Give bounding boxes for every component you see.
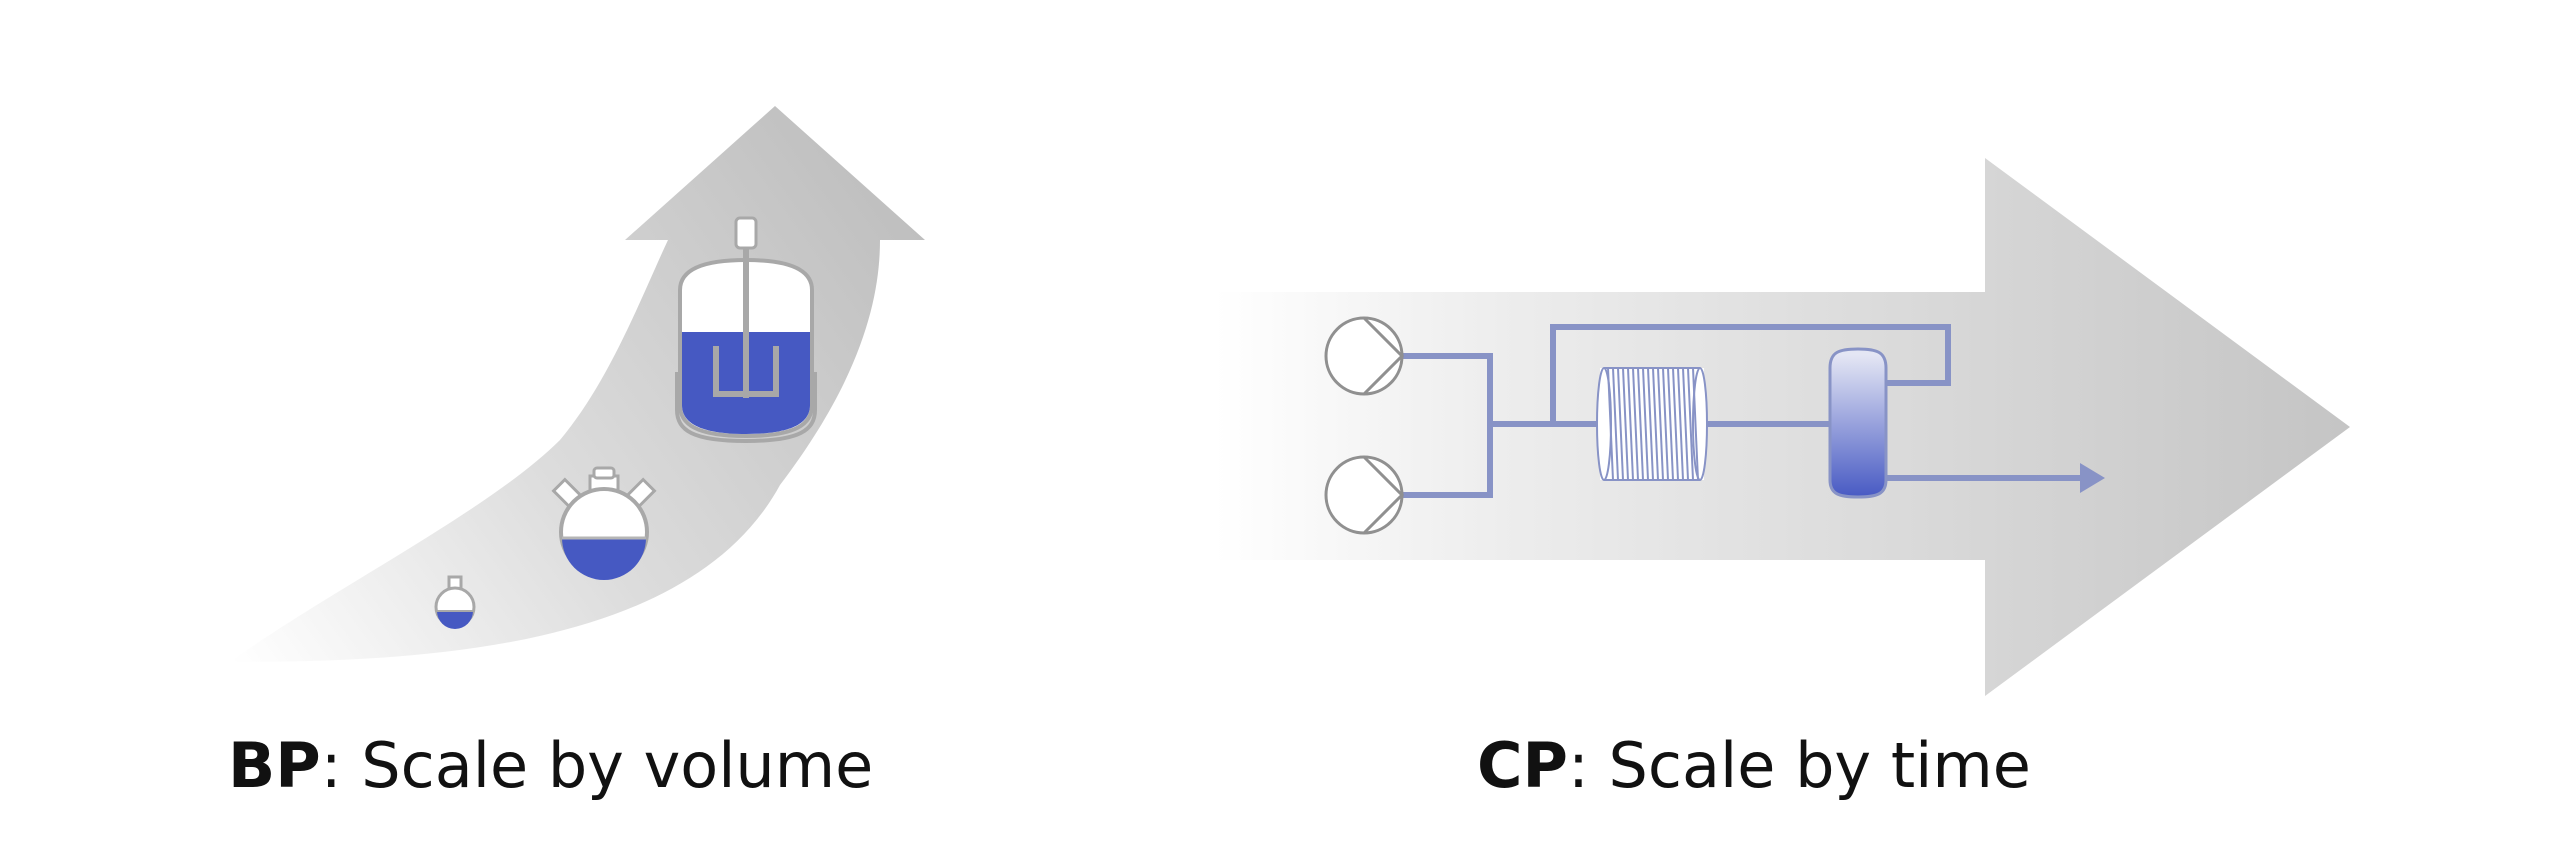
curved-scale-arrow (230, 106, 925, 662)
column-separator-icon (1828, 347, 1888, 499)
batch-process-caption: BP: Scale by volume (228, 735, 873, 797)
continuous-process-caption: CP: Scale by time (1477, 735, 2031, 797)
batch-process-group (230, 106, 925, 662)
pump-icon (1324, 455, 1405, 535)
continuous-process-abbr: CP (1477, 729, 1568, 802)
continuous-process-label: : Scale by time (1567, 729, 2031, 802)
outlet-arrowhead (2080, 463, 2105, 493)
batch-process-abbr: BP (228, 729, 321, 802)
small-round-flask-icon (434, 575, 476, 629)
three-neck-flask-icon (551, 466, 657, 580)
pump-icon (1324, 316, 1405, 396)
batch-process-label: : Scale by volume (320, 729, 874, 802)
stirred-tank-reactor-icon (675, 216, 817, 444)
coil-reactor-icon (1596, 367, 1708, 481)
flow-lines (1402, 324, 2085, 498)
continuous-process-group (1215, 158, 2350, 696)
